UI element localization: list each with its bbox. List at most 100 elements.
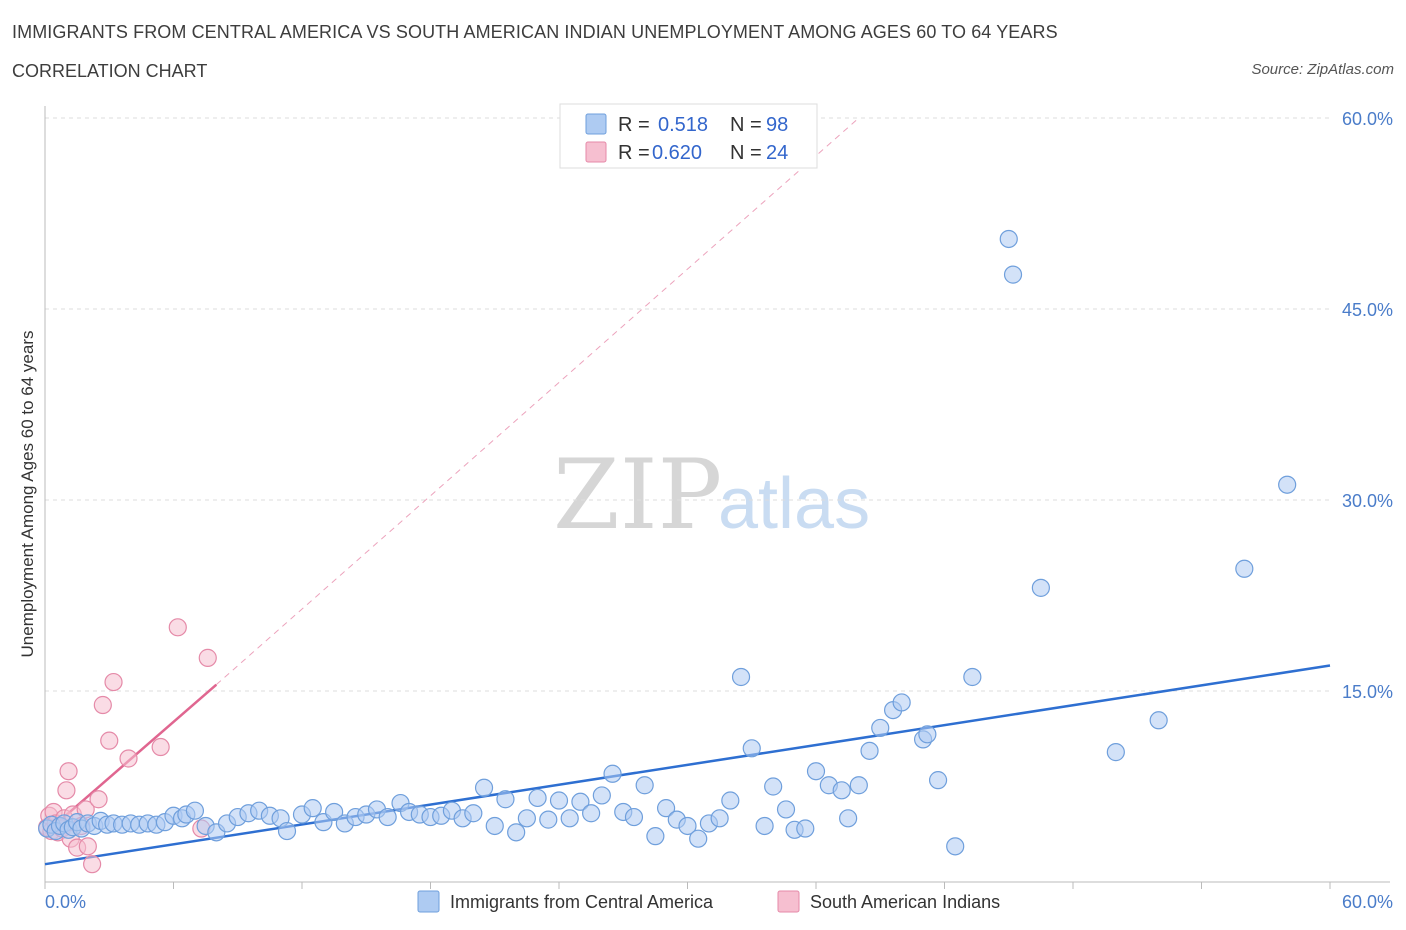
central-america-point-41: [378, 807, 397, 827]
central-america-point-78: [776, 800, 796, 819]
central-america-point-76: [755, 816, 774, 836]
chart-title: IMMIGRANTS FROM CENTRAL AMERICA VS SOUTH…: [12, 22, 1058, 42]
watermark-atlas: atlas: [718, 464, 870, 544]
legend-swatch-blue: [585, 113, 607, 135]
bottom-legend-swatch-pink: [777, 890, 800, 913]
central-america-point-34: [303, 799, 322, 818]
y-tick-label-3: 60.0%: [1342, 109, 1393, 129]
central-america-point-62: [603, 764, 622, 783]
legend-swatch-pink: [585, 141, 607, 163]
source-label: Source: ZipAtlas.com: [1251, 61, 1394, 78]
central-america-point-32: [277, 821, 297, 841]
central-america-point-75: [742, 739, 761, 758]
legend-n-value-blue: 98: [766, 114, 788, 136]
x-tick-label-1: 60.0%: [1342, 892, 1393, 912]
central-america-point-81: [806, 762, 826, 781]
central-america-point-69: [678, 816, 697, 836]
legend-r-value-pink: 0.620: [652, 142, 702, 164]
central-america-point-91: [918, 725, 937, 744]
south-american-indian-point-20: [104, 672, 123, 692]
central-america-point-100: [1235, 559, 1254, 578]
legend-n-value-pink: 24: [766, 142, 788, 164]
central-america-point-57: [549, 791, 569, 810]
blue-trend-line: [44, 664, 1331, 866]
legend-n-label-blue: N =: [730, 114, 762, 136]
watermark-zip: ZIP: [553, 439, 722, 551]
central-america-point-36: [325, 802, 344, 822]
legend-r-label-blue: R =: [618, 114, 650, 136]
central-america-point-77: [764, 777, 783, 796]
central-america-point-95: [999, 229, 1018, 249]
y-axis-label: Unemployment Among Ages 60 to 64 years: [18, 331, 37, 658]
central-america-point-97: [1031, 578, 1050, 597]
legend-n-label-pink: N =: [730, 142, 762, 164]
central-america-point-72: [710, 809, 729, 828]
central-america-point-92: [928, 771, 948, 790]
south-american-indian-point-21: [119, 749, 138, 768]
central-america-point-80: [796, 819, 815, 838]
south-american-indian-point-15: [78, 837, 97, 856]
central-america-point-49: [464, 804, 483, 823]
central-america-point-85: [849, 776, 868, 795]
y-tick-label-2: 45.0%: [1342, 300, 1393, 320]
bottom-legend-swatch-blue: [417, 890, 440, 913]
south-american-indian-point-23: [168, 618, 187, 637]
watermark: ZIP atlas: [553, 439, 870, 551]
bottom-legend-label-blue: Immigrants from Central America: [450, 892, 714, 912]
central-america-point-101: [1278, 475, 1297, 494]
chart-subtitle: CORRELATION CHART: [12, 61, 208, 81]
y-tick-labels: 15.0% 30.0% 45.0% 60.0%: [1342, 109, 1393, 702]
central-america-point-70: [689, 829, 708, 848]
south-american-indian-point-17: [89, 790, 108, 809]
central-america-point-51: [485, 816, 504, 836]
central-america-point-23: [185, 801, 205, 820]
south-american-indian-point-9: [59, 762, 78, 781]
central-america-point-94: [963, 667, 982, 687]
central-america-point-83: [832, 781, 851, 800]
central-america-point-50: [474, 778, 494, 797]
legend: R = 0.518 N = 98 R = 0.620 N = 24: [559, 103, 818, 169]
central-america-point-61: [592, 786, 611, 805]
central-america-point-98: [1106, 743, 1125, 762]
central-america-point-53: [507, 823, 526, 842]
south-american-indian-point-8: [57, 781, 76, 800]
central-america-point-65: [635, 776, 654, 795]
x-tick-label-0: 0.0%: [45, 892, 86, 912]
central-america-point-56: [539, 810, 558, 829]
grid: [45, 117, 1330, 692]
south-american-indian-point-22: [151, 737, 170, 757]
legend-r-label-pink: R =: [618, 142, 650, 164]
south-american-indian-point-25: [198, 648, 217, 667]
central-america-point-93: [946, 837, 965, 856]
central-america-point-59: [571, 792, 590, 811]
central-america-point-66: [646, 827, 665, 846]
central-america-point-67: [656, 799, 676, 818]
central-america-point-55: [528, 788, 547, 808]
central-america-point-52: [496, 790, 515, 809]
y-tick-label-0: 15.0%: [1342, 682, 1393, 702]
central-america-point-86: [860, 741, 879, 760]
south-american-indian-point-19: [100, 731, 119, 750]
south-american-indian-point-18: [93, 695, 112, 715]
central-america-points: [38, 229, 1297, 856]
central-america-point-73: [721, 791, 740, 810]
central-america-point-64: [624, 807, 644, 827]
pink-trend-extension: [216, 117, 860, 686]
central-america-point-87: [871, 718, 890, 738]
x-tick-labels: 0.0% 60.0%: [45, 892, 1393, 912]
south-american-indian-point-16: [83, 855, 102, 874]
central-america-point-60: [582, 804, 601, 823]
central-america-point-89: [892, 693, 911, 712]
legend-r-value-blue: 0.518: [658, 114, 708, 136]
central-america-point-54: [517, 809, 536, 828]
central-america-point-99: [1149, 711, 1168, 730]
central-america-point-84: [839, 809, 858, 828]
y-tick-label-1: 30.0%: [1342, 491, 1393, 511]
axes: [44, 106, 1390, 889]
central-america-point-74: [731, 667, 751, 687]
central-america-point-58: [560, 809, 579, 828]
central-america-point-96: [1003, 265, 1023, 284]
bottom-legend-label-pink: South American Indians: [810, 892, 1000, 912]
bottom-legend: Immigrants from Central America South Am…: [417, 890, 1000, 913]
